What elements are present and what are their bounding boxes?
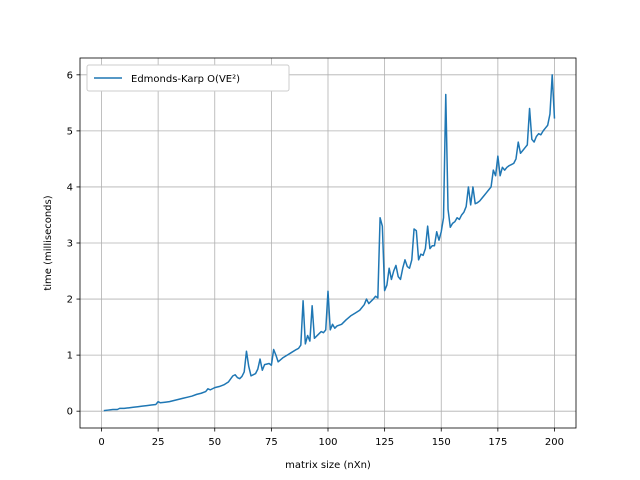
y-tick-label: 5	[67, 126, 73, 137]
legend: Edmonds-Karp O(VE²)	[86, 64, 290, 92]
y-axis: 0 1 2 3 4 5 6	[67, 70, 80, 418]
y-tick-label: 0	[67, 407, 73, 418]
x-tick-label: 150	[432, 437, 451, 448]
x-tick-label: 100	[318, 437, 337, 448]
x-tick-label: 200	[545, 437, 564, 448]
x-tick-label: 50	[208, 437, 221, 448]
x-tick-label: 175	[488, 437, 507, 448]
y-tick-label: 1	[67, 351, 73, 362]
x-tick-label: 125	[375, 437, 394, 448]
x-tick-label: 0	[98, 437, 104, 448]
y-tick-label: 4	[67, 182, 73, 193]
y-tick-label: 6	[67, 70, 73, 81]
x-tick-label: 75	[265, 437, 278, 448]
y-axis-label: time (milliseconds)	[43, 195, 54, 290]
legend-box	[86, 64, 290, 92]
legend-label: Edmonds-Karp O(VE²)	[131, 74, 240, 85]
x-axis: 0 25 50 75 100 125 150 175 200	[98, 428, 564, 448]
series-line	[103, 74, 556, 412]
y-tick-label: 3	[67, 239, 73, 250]
x-tick-label: 25	[152, 437, 165, 448]
x-axis-label: matrix size (nXn)	[285, 460, 371, 471]
y-tick-label: 2	[67, 295, 73, 306]
